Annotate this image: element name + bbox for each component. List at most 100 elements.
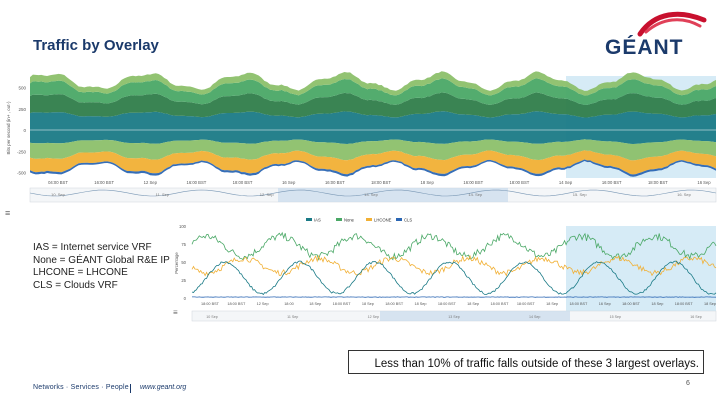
area-out-none [30, 139, 716, 161]
x-tick-label: 18 Sep [421, 180, 435, 185]
navigator-selection [278, 188, 508, 202]
x-tick-label: 16:00 BST [602, 180, 622, 185]
area-out-lhcone [30, 150, 716, 175]
x-tick-label: 16:00 BST [94, 180, 114, 185]
x-tick-label: 16 Sep [697, 180, 711, 185]
y-tick-label: -500 [17, 171, 27, 176]
navigator-tick-label: 14. Sep [468, 192, 483, 197]
navigator-line [29, 189, 717, 197]
navigator-tick-label: 16. Sep [677, 192, 692, 197]
legend-swatch-lhcone [366, 218, 372, 221]
x-tick-label: 18:00 BST [333, 302, 352, 306]
y-tick-label: 25 [181, 278, 186, 283]
x-tick-label: 18:00 BST [648, 180, 668, 185]
area-in-none [30, 92, 716, 118]
legend-label-none: None [344, 218, 355, 223]
legend-label-lhcone: LHCONE [374, 218, 392, 223]
overlay-traffic-area-chart: 500 250 0 -250 -500 Bits per second (in+ , ou… [5, 71, 717, 218]
area-in-cls [30, 71, 716, 96]
x-tick-label: 18:00 BST [227, 302, 246, 306]
y-axis-label: Percentage [174, 252, 179, 274]
navigator-tick-label: 11. Sep [156, 192, 170, 197]
overlay-percentage-line-chart: 100 75 50 25 0 Percentage IAS None LHCONE CLS 18:0… [173, 218, 717, 322]
x-tick-label: 18:00 BST [490, 302, 509, 306]
y-tick-label: 75 [181, 242, 186, 247]
navigator-tick-label: 15 Sep [610, 315, 621, 319]
y-tick-label: 0 [23, 128, 26, 133]
line-series-none [191, 231, 717, 261]
x-tick-label: 14 Sep [559, 180, 573, 185]
navigator-tick-label: 10 Sep [206, 315, 217, 319]
navigator-tick-label: 11 Sep [287, 315, 298, 319]
y-tick-label: 250 [18, 107, 26, 112]
highlight-region [566, 226, 716, 318]
y-tick-label: 50 [181, 260, 186, 265]
legend-line-ias: IAS = Internet service VRF [33, 242, 152, 253]
x-tick-label: 16 Sep [282, 180, 296, 185]
x-tick-label: 18 Sep [362, 302, 374, 306]
x-tick-label: 18 Sep [467, 302, 479, 306]
x-tick-label: 18:00 BST [385, 302, 404, 306]
y-tick-label: 0 [184, 296, 187, 301]
legend-line-none: None = GÉANT Global R&E IP [33, 254, 170, 266]
x-tick-label: 04:00 BST [48, 180, 68, 185]
navigator-tick-label: 13. Sep [364, 192, 379, 197]
callout-box: Less than 10% of traffic falls outside o… [348, 350, 704, 374]
navigator-selection [380, 311, 570, 321]
x-tick-label: 18:00 BST [233, 180, 253, 185]
chart-menu-icon: ≡ [173, 308, 178, 317]
x-tick-label: 18 Sep [546, 302, 558, 306]
x-tick-label: 18 Sep [309, 302, 321, 306]
page-number: 6 [686, 380, 690, 387]
x-tick-label: 18:00 BST [569, 302, 588, 306]
x-tick-label: 18 Sep [704, 302, 716, 306]
legend-label-ias: IAS [314, 218, 321, 223]
footer-tagline: Networks · Services · People [33, 384, 129, 391]
callout-text: Less than 10% of traffic falls outside o… [374, 358, 699, 370]
navigator-tick-label: 12 Sep [368, 315, 379, 319]
area-out-cls [30, 159, 716, 177]
navigator-tick-label: 10. Sep [51, 192, 66, 197]
x-tick-label: 16 Sep [599, 302, 611, 306]
x-tick-label: 18:00 [284, 302, 294, 306]
x-tick-label: 18 Sep [651, 302, 663, 306]
x-tick-label: 18:00 BST [201, 302, 220, 306]
x-tick-label: 18:00 BST [675, 302, 694, 306]
line-series-ias [191, 260, 717, 296]
legend-swatch-none [336, 218, 342, 221]
x-tick-label: 18:00 BST [510, 180, 530, 185]
overlay-legend: IAS = Internet service VRF None = GÉANT … [33, 242, 170, 292]
x-tick-label: 16:00 BST [325, 180, 345, 185]
y-tick-label: -250 [17, 149, 27, 154]
y-axis-label: Bits per second (in+ , out-) [6, 101, 11, 154]
x-tick-label: 18:00 BST [517, 302, 536, 306]
area-out-ias [30, 130, 716, 144]
navigator-tick-label: 15. Sep [573, 192, 588, 197]
area-in-lhcone [30, 78, 716, 105]
legend-swatch-ias [306, 218, 312, 221]
x-tick-label: 18:00 BST [622, 302, 641, 306]
navigator-tick-label: 12. Sep [260, 192, 275, 197]
legend-line-lhcone: LHCONE = LHCONE [33, 267, 128, 278]
x-tick-label: 12 Sep [257, 302, 269, 306]
line-series-cls [192, 296, 717, 298]
footer-url[interactable]: www.geant.org [140, 384, 187, 391]
navigator-tick-label: 16 Sep [690, 315, 701, 319]
slide-title: Traffic by Overlay [33, 37, 159, 54]
legend-line-cls: CLS = Clouds VRF [33, 279, 118, 291]
x-tick-label: 18:00 BST [438, 302, 457, 306]
footer-divider [130, 384, 131, 393]
legend-swatch-cls [396, 218, 402, 221]
legend-label-cls: CLS [404, 218, 412, 223]
area-in-ias [30, 111, 716, 130]
navigator-tick-label: 13 Sep [448, 315, 459, 319]
y-tick-label: 500 [18, 86, 26, 91]
line-series-lhcone [191, 254, 717, 277]
x-tick-label: 16:00 BST [187, 180, 207, 185]
chart-menu-icon: ≡ [5, 208, 10, 218]
geant-logo [637, 11, 707, 37]
x-tick-label: 18 Sep [415, 302, 427, 306]
y-tick-label: 100 [179, 224, 187, 229]
x-tick-label: 16:00 BST [463, 180, 483, 185]
navigator-tick-label: 14 Sep [529, 315, 540, 319]
